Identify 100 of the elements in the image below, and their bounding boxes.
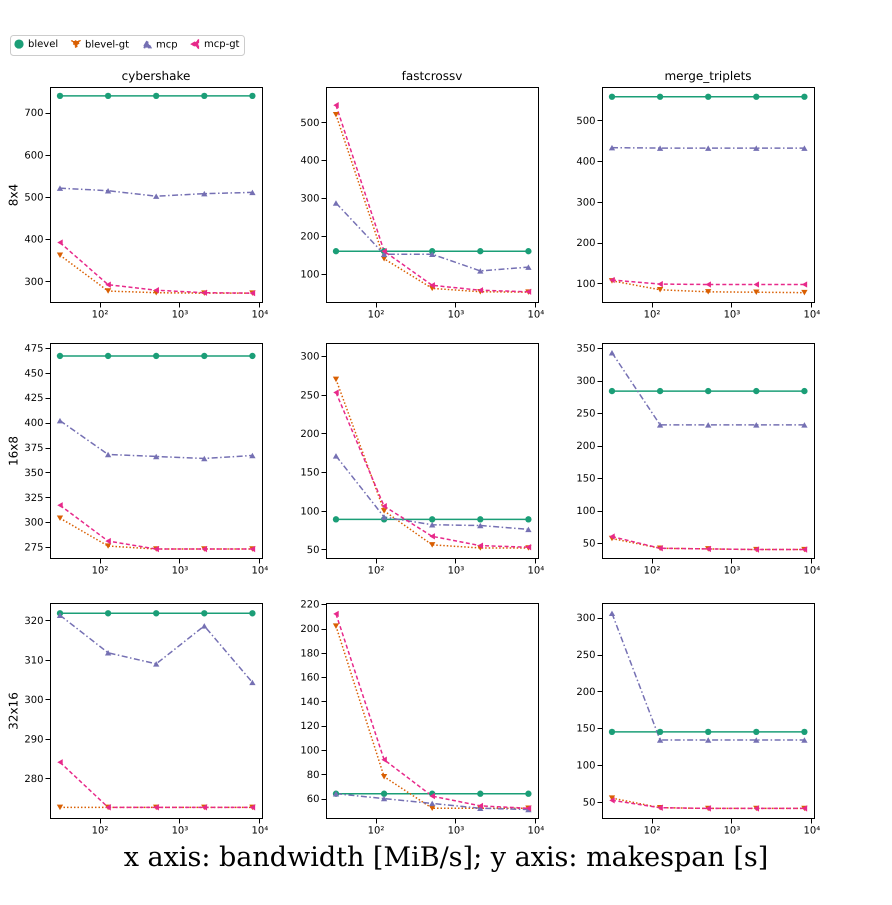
point xyxy=(477,790,484,797)
point xyxy=(332,453,340,459)
x-tick-label: 10⁴ xyxy=(527,310,544,320)
y-tick-label: 50 xyxy=(582,797,596,808)
y-tick-label: 300 xyxy=(576,613,596,624)
y-tick-label: 100 xyxy=(576,760,596,772)
y-tick-label: 300 xyxy=(24,518,44,529)
point xyxy=(753,728,760,736)
y-tick-label: 200 xyxy=(300,232,320,243)
point xyxy=(105,282,111,288)
legend-label: mcp-gt xyxy=(204,39,240,50)
y-tick-label: 200 xyxy=(300,428,320,440)
x-tick-label: 10² xyxy=(92,826,108,836)
y-tick-label: 500 xyxy=(24,192,44,204)
point xyxy=(56,612,64,618)
point xyxy=(249,680,256,686)
y-tick-label: 275 xyxy=(24,542,44,554)
point xyxy=(56,352,64,360)
y-tick-label: 310 xyxy=(24,655,44,666)
point xyxy=(705,422,712,428)
y-tick-label: 150 xyxy=(576,474,596,485)
point xyxy=(753,145,760,151)
point xyxy=(525,264,532,270)
y-tick-label: 250 xyxy=(300,390,320,402)
point xyxy=(753,388,760,394)
x-tick-label: 10⁴ xyxy=(803,566,820,576)
point xyxy=(332,112,340,118)
point xyxy=(656,287,664,293)
point xyxy=(609,797,615,804)
point xyxy=(104,188,112,194)
point xyxy=(801,388,808,394)
point xyxy=(201,190,208,196)
point xyxy=(656,94,664,100)
point xyxy=(656,422,664,428)
x-tick-label: 10² xyxy=(368,566,384,576)
point xyxy=(249,92,256,100)
point xyxy=(656,737,664,743)
point xyxy=(56,185,64,191)
point xyxy=(57,502,63,508)
point xyxy=(608,94,616,100)
point xyxy=(705,289,712,295)
point xyxy=(380,514,388,520)
point xyxy=(104,543,112,549)
point xyxy=(249,190,256,196)
point xyxy=(801,728,808,736)
y-tick-label: 200 xyxy=(576,238,596,250)
y-tick-label: 375 xyxy=(24,443,44,454)
y-tick-label: 150 xyxy=(300,468,320,479)
point xyxy=(333,610,339,618)
point xyxy=(705,94,712,100)
y-tick-label: 100 xyxy=(300,269,320,280)
point xyxy=(57,759,63,766)
point xyxy=(608,144,616,150)
point xyxy=(477,516,484,522)
point xyxy=(153,193,160,199)
y-tick-label: 150 xyxy=(576,724,596,735)
point xyxy=(478,542,484,549)
y-tick-label: 100 xyxy=(300,506,320,518)
point xyxy=(656,728,664,736)
chart-title: cybershake xyxy=(122,69,190,83)
point xyxy=(429,522,436,528)
point xyxy=(705,388,712,394)
point xyxy=(56,515,64,521)
x-tick-label: 10⁴ xyxy=(803,826,820,836)
x-tick-label: 10² xyxy=(92,310,108,320)
point xyxy=(249,352,256,360)
y-tick-label: 50 xyxy=(582,538,596,550)
point xyxy=(56,804,64,810)
point xyxy=(753,289,760,295)
point xyxy=(429,282,435,288)
point xyxy=(201,92,208,100)
y-tick-label: 600 xyxy=(24,150,44,162)
x-tick-label: 10⁴ xyxy=(251,310,268,320)
legend-label: blevel xyxy=(28,39,58,50)
y-tick-label: 475 xyxy=(24,343,44,354)
point xyxy=(429,533,435,540)
point xyxy=(429,542,436,548)
y-tick-label: 300 xyxy=(24,694,44,706)
y-tick-label: 100 xyxy=(576,278,596,290)
point xyxy=(705,737,712,743)
y-tick-label: 300 xyxy=(576,197,596,208)
x-tick-label: 10² xyxy=(92,566,108,576)
y-tick-label: 160 xyxy=(300,672,320,684)
point xyxy=(332,516,340,522)
y-tick-label: 60 xyxy=(306,794,320,806)
point xyxy=(332,623,340,629)
point xyxy=(754,281,760,288)
point xyxy=(56,92,64,100)
point xyxy=(104,288,112,294)
point xyxy=(429,792,435,800)
point xyxy=(332,376,340,382)
x-tick-label: 10² xyxy=(368,826,384,836)
text: x axis: bandwidth [MiB/s]; y axis: makespan [s] xyxy=(122,842,770,873)
chart-title: merge_triplets xyxy=(664,69,752,83)
point xyxy=(104,452,112,458)
point xyxy=(657,280,663,288)
point xyxy=(381,756,387,763)
point xyxy=(801,422,808,428)
point xyxy=(609,533,615,540)
point xyxy=(525,516,532,522)
